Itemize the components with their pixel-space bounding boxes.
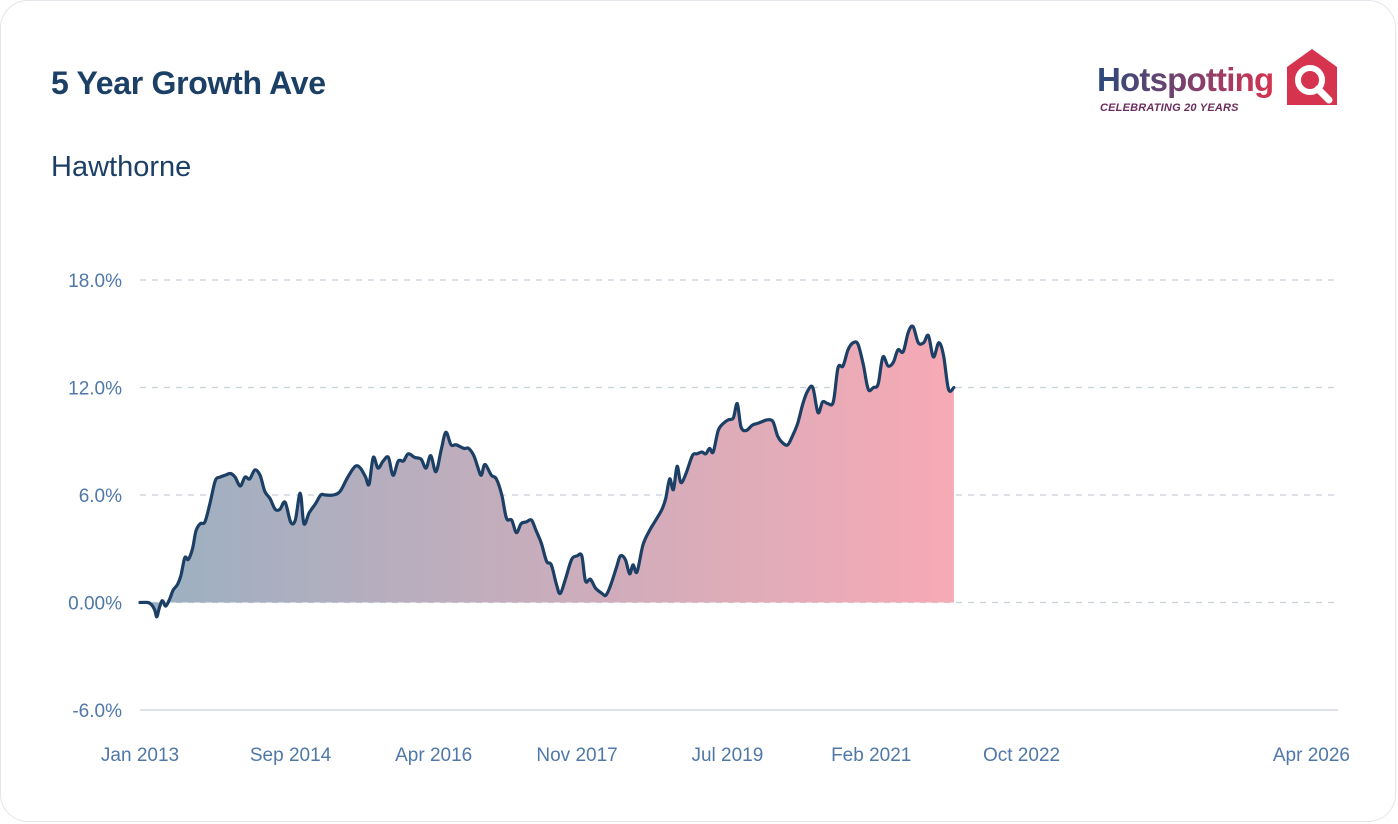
y-tick-label: -6.0% (72, 701, 122, 722)
x-tick-label: Nov 2017 (536, 745, 617, 766)
chart-subtitle: Hawthorne (51, 151, 192, 183)
y-axis-ticks: 18.0% 12.0% 6.0% 0.00% -6.0% (68, 271, 122, 722)
x-tick-label: Sep 2014 (250, 745, 332, 766)
x-tick-label: Oct 2022 (983, 745, 1060, 766)
logo-wordmark: Hotspotting (1097, 61, 1274, 98)
chart-title: 5 Year Growth Ave (51, 65, 326, 101)
grid-lines (140, 279, 1338, 711)
series-area (140, 326, 954, 617)
x-tick-label: Jan 2013 (101, 745, 179, 766)
x-tick-label: Feb 2021 (831, 745, 911, 766)
x-tick-label: Apr 2016 (395, 745, 472, 766)
house-magnifier-icon (1287, 49, 1337, 105)
x-tick-label: Jul 2019 (691, 745, 763, 766)
y-tick-label: 18.0% (68, 271, 122, 292)
hotspotting-logo: Hotspotting CELEBRATING 20 YEARS (1097, 47, 1347, 119)
y-tick-label: 12.0% (68, 379, 122, 400)
y-tick-label: 6.0% (79, 486, 122, 507)
series-line (138, 324, 956, 619)
area-layer (138, 324, 956, 619)
x-axis-ticks: Jan 2013 Sep 2014 Apr 2016 Nov 2017 Jul 2019… (101, 745, 1350, 766)
logo-tagline: CELEBRATING 20 YEARS (1100, 102, 1239, 114)
y-tick-label: 0.00% (68, 594, 122, 615)
x-tick-label: Apr 2026 (1273, 745, 1350, 766)
